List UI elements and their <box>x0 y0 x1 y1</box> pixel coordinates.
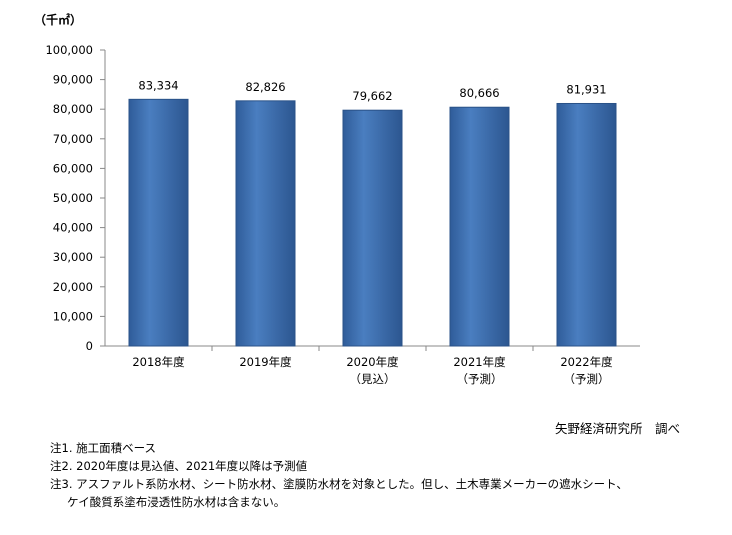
data-label: 82,826 <box>245 80 285 94</box>
bar <box>556 102 617 347</box>
note-1: 注1. 施工面積ベース <box>50 441 157 455</box>
y-tick-label: 0 <box>86 339 93 353</box>
x-tick-label: （見込） <box>350 372 396 386</box>
bar <box>449 106 510 347</box>
note-3: 注3. アスファルト系防水材、シート防水材、塗膜防水材を対象とした。但し、土木専… <box>50 477 628 491</box>
note-2: 注2. 2020年度は見込値、2021年度以降は予測値 <box>50 459 308 473</box>
y-tick-label: 70,000 <box>53 132 93 146</box>
x-tick-label: 2019年度 <box>239 355 292 369</box>
y-tick-label: 40,000 <box>53 221 93 235</box>
bar-chart: （千㎡） 0 10,000 20,000 30,000 40,000 50,000 60,0… <box>34 12 640 386</box>
y-tick-label: 80,000 <box>53 102 93 116</box>
y-tick-label: 10,000 <box>53 309 93 323</box>
y-tick-label: 90,000 <box>53 73 93 87</box>
y-tick-label: 60,000 <box>53 161 93 175</box>
bar <box>235 100 296 347</box>
y-tick-label: 30,000 <box>53 250 93 264</box>
x-tick-label: 2020年度 <box>346 355 399 369</box>
data-label: 83,334 <box>138 78 178 92</box>
unit-label: （千㎡） <box>34 12 82 27</box>
x-tick-label: （予測） <box>564 372 610 386</box>
data-label: 81,931 <box>566 82 606 96</box>
data-label: 79,662 <box>352 89 392 103</box>
x-tick-label: 2018年度 <box>132 355 185 369</box>
source-credit: 矢野経済研究所 調べ <box>555 421 681 436</box>
y-tick-label: 100,000 <box>45 43 93 57</box>
data-label: 80,666 <box>459 86 499 100</box>
y-tick-label: 50,000 <box>53 191 93 205</box>
x-tick-label: 2022年度 <box>560 355 613 369</box>
bar <box>128 98 189 347</box>
x-tick-label: 2021年度 <box>453 355 506 369</box>
note-3-continued: ケイ酸質系塗布浸透性防水材は含まない。 <box>67 495 286 509</box>
bar <box>342 109 403 347</box>
y-tick-label: 20,000 <box>53 280 93 294</box>
x-tick-label: （予測） <box>457 372 503 386</box>
